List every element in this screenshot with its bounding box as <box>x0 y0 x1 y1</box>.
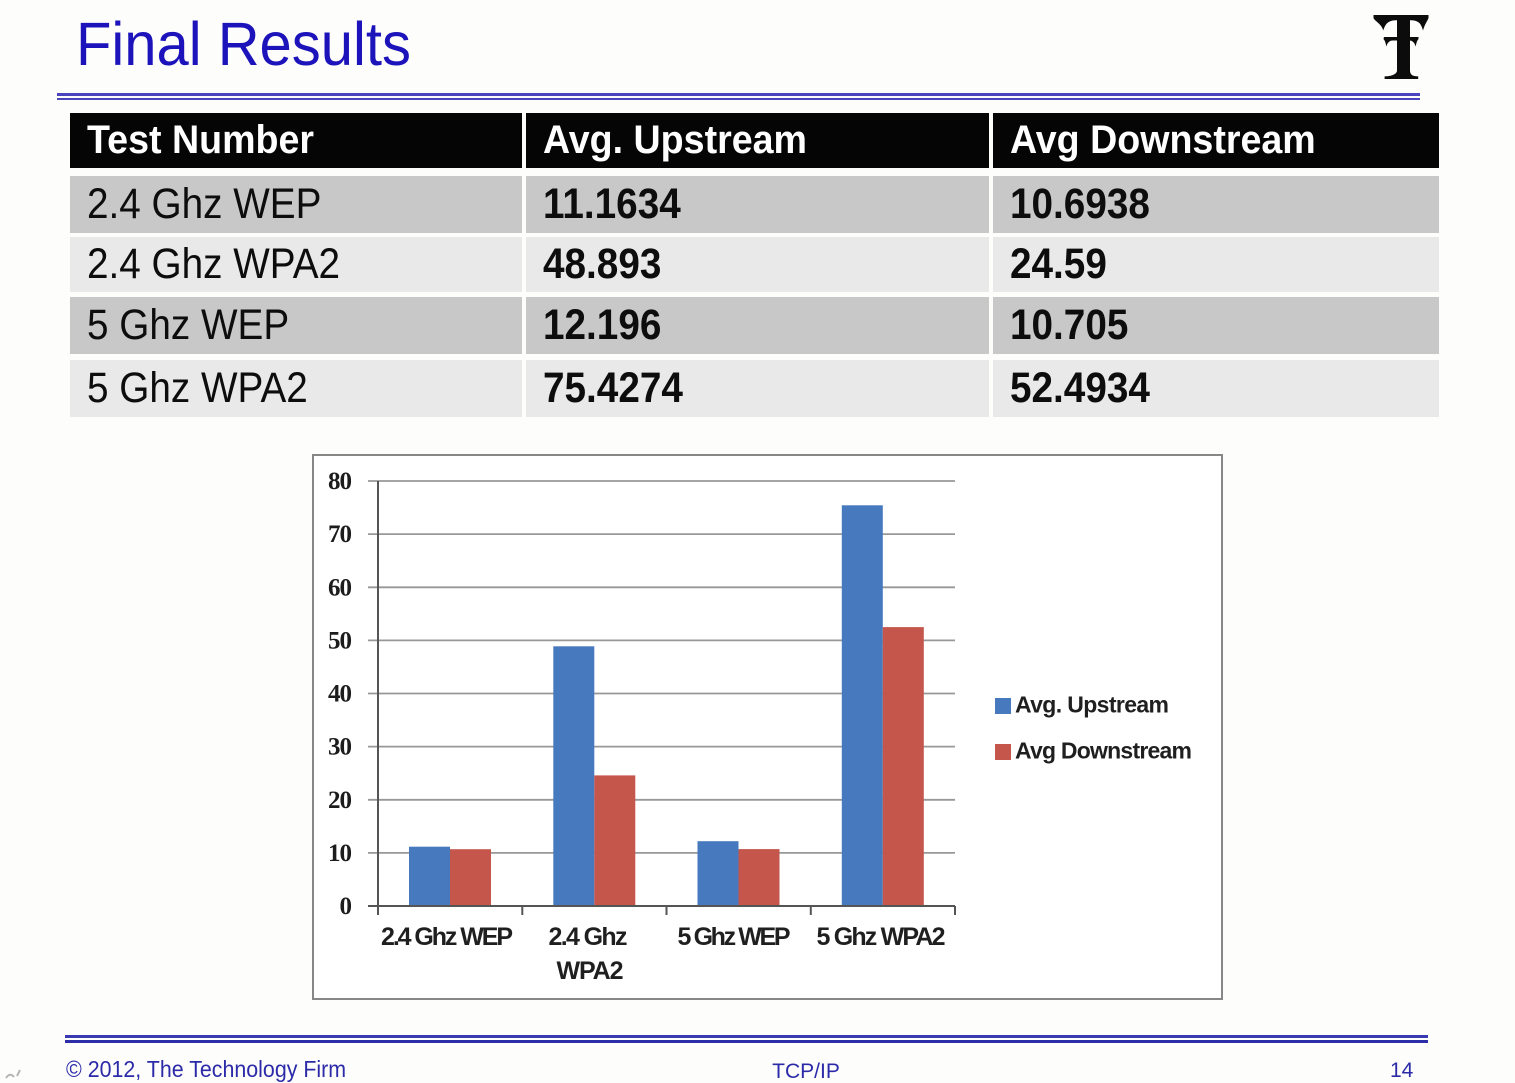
svg-text:Avg Downstream: Avg Downstream <box>1015 738 1192 764</box>
svg-text:0: 0 <box>340 893 353 920</box>
svg-text:60: 60 <box>328 574 352 601</box>
svg-text:5 Ghz WPA2: 5 Ghz WPA2 <box>817 923 946 951</box>
svg-text:70: 70 <box>328 521 352 548</box>
svg-text:10: 10 <box>328 840 352 867</box>
svg-text:20: 20 <box>328 787 352 814</box>
svg-text:30: 30 <box>328 734 352 761</box>
svg-text:50: 50 <box>328 627 352 654</box>
svg-text:5 Ghz WEP: 5 Ghz WEP <box>678 923 791 951</box>
svg-text:2.4 Ghz: 2.4 Ghz <box>549 923 628 951</box>
svg-text:Avg. Upstream: Avg. Upstream <box>1015 692 1169 718</box>
svg-text:80: 80 <box>328 468 352 495</box>
svg-text:40: 40 <box>328 681 352 708</box>
svg-text:2.4 Ghz WEP: 2.4 Ghz WEP <box>381 923 513 951</box>
svg-text:WPA2: WPA2 <box>557 957 624 985</box>
